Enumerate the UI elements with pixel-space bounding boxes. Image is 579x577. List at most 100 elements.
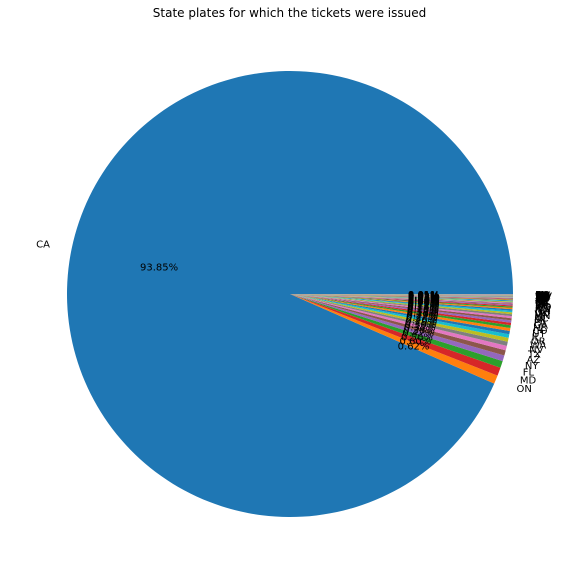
slice-label-ca: CA: [36, 240, 50, 251]
slice-pct-il: 0.24%: [406, 313, 438, 324]
slice-pct-in: 0.05%: [408, 295, 440, 306]
slice-pct-ut: 0.22%: [406, 311, 438, 322]
slice-pct-mt: 0.03%: [408, 293, 440, 304]
slice-label-nh: NH: [535, 292, 550, 303]
slice-label-us: US: [535, 290, 549, 301]
pie-slice-or: [290, 294, 510, 338]
slice-label-on: ON: [517, 384, 532, 395]
pie-slice-wy: [290, 294, 513, 297]
pie-slice-nc: [290, 294, 513, 317]
pie-slice-bc: [290, 294, 513, 295]
slice-label-la: LA: [535, 297, 548, 308]
pie-slice-mt: [290, 294, 513, 299]
pie-slices: [67, 70, 513, 518]
slice-pct-ab: 0.01%: [408, 290, 440, 301]
pie-slice-in: [290, 294, 513, 303]
slice-pct-hi: 0.06%: [408, 296, 440, 307]
slice-label-nd: ND: [535, 292, 550, 303]
slice-label-ne: NE: [535, 293, 549, 304]
slice-label-sc: SC: [535, 298, 548, 309]
pie-slice-me: [290, 294, 513, 297]
slice-label-pa: PA: [534, 318, 546, 329]
slice-pct-sc: 0.04%: [408, 294, 440, 305]
slice-label-ky: KY: [535, 294, 548, 305]
pie-slice-wa: [290, 294, 509, 342]
pie-slice-wi: [290, 294, 513, 305]
slice-label-in: IN: [535, 299, 545, 310]
pie-slice-ne: [290, 294, 513, 298]
slice-pct-ct: 0.02%: [408, 292, 440, 303]
slice-label-ma: MA: [535, 306, 551, 317]
pie-slice-ar: [290, 294, 513, 297]
slice-pct-nm: 0.09%: [408, 298, 440, 309]
slice-label-wi: WI: [535, 301, 548, 312]
slice-label-ks: KS: [535, 296, 548, 307]
slice-pct-id: 0.08%: [408, 297, 440, 308]
slice-label-ms: MS: [535, 293, 550, 304]
pie-slice-al: [290, 294, 513, 300]
slice-pct-us: 0.01%: [408, 290, 440, 301]
slice-label-qc: QC: [535, 291, 550, 302]
pie-slice-pr: [290, 294, 513, 296]
slice-pct-mo: 0.07%: [408, 297, 440, 308]
slice-label-ny: NY: [525, 361, 539, 372]
slice-label-md: MD: [520, 375, 537, 386]
slice-label-id: ID: [535, 303, 546, 314]
slice-pct-ar: 0.02%: [408, 292, 440, 303]
pie-slice-nd: [290, 294, 513, 297]
slice-pct-fn: 0.01%: [408, 290, 440, 301]
pie-slice-qc: [290, 294, 513, 295]
slice-pct-bc: 0.01%: [408, 291, 440, 302]
slice-pct-oh: 0.11%: [408, 300, 440, 311]
pie-slice-nm: [290, 294, 513, 308]
slice-pct-dc: 0.01%: [408, 291, 440, 302]
slice-label-wv: WV: [535, 291, 552, 302]
pie-slice-nj: [290, 294, 512, 326]
slice-pct-va: 0.12%: [407, 301, 439, 312]
slice-label-fn: FN: [535, 290, 548, 301]
pie-slice-ia: [290, 294, 513, 299]
slice-pct-ms: 0.01%: [408, 292, 440, 303]
slice-pct-me: 0.01%: [408, 291, 440, 302]
slice-label-va: VA: [535, 309, 548, 320]
pie-slice-md: [290, 294, 501, 376]
slice-pct-nh: 0.01%: [408, 291, 440, 302]
slice-pct-pr: 0.01%: [408, 291, 440, 302]
slice-pct-co: 0.20%: [406, 310, 438, 321]
slice-label-ar: AR: [535, 293, 549, 304]
slice-label-az: AZ: [527, 355, 541, 366]
slice-pct-on: 0.62%: [398, 341, 430, 352]
slice-pct-tn: 0.05%: [408, 295, 440, 306]
pie-slice-ky: [290, 294, 513, 298]
pie-slice-il: [290, 294, 510, 335]
slice-label-ut: UT: [532, 329, 546, 340]
slice-pct-or: 0.26%: [405, 315, 437, 326]
slice-label-ak: AK: [535, 294, 549, 305]
pie-slice-sd: [290, 294, 513, 297]
pie-slice-ct: [290, 294, 513, 299]
slice-pct-de: 0.01%: [408, 291, 440, 302]
slice-label-or: OR: [531, 336, 546, 347]
slice-label-nj: NJ: [533, 323, 543, 334]
slice-label-ab: AB: [535, 291, 549, 302]
slice-pct-wi: 0.06%: [408, 296, 440, 307]
slice-label-wy: WY: [535, 293, 552, 304]
slice-pct-az: 0.38%: [403, 325, 435, 336]
slice-pct-nc: 0.14%: [407, 303, 439, 314]
pie-slice-mn: [290, 294, 513, 315]
slice-pct-ak: 0.02%: [408, 292, 440, 303]
slice-label-ct: CT: [535, 294, 549, 305]
slice-label-hi: HI: [535, 300, 545, 311]
slice-pct-ma: 0.10%: [408, 299, 440, 310]
slice-label-il: IL: [532, 333, 541, 344]
slice-pct-md: 0.60%: [400, 337, 432, 348]
slice-pct-gv: 0.01%: [408, 290, 440, 301]
slice-label-nm: NM: [535, 304, 551, 315]
slice-pct-nd: 0.01%: [408, 291, 440, 302]
pie-slice-ny: [290, 294, 505, 362]
pie-slice-tx: [290, 294, 507, 351]
slice-label-tn: TN: [534, 299, 549, 310]
pie-slice-co: [290, 294, 511, 329]
pie-pct-labels: 93.85% 0.62%0.60%0.50%0.42%0.38%0.34%0.30…: [140, 263, 440, 353]
pie-slice-sc: [290, 294, 513, 302]
